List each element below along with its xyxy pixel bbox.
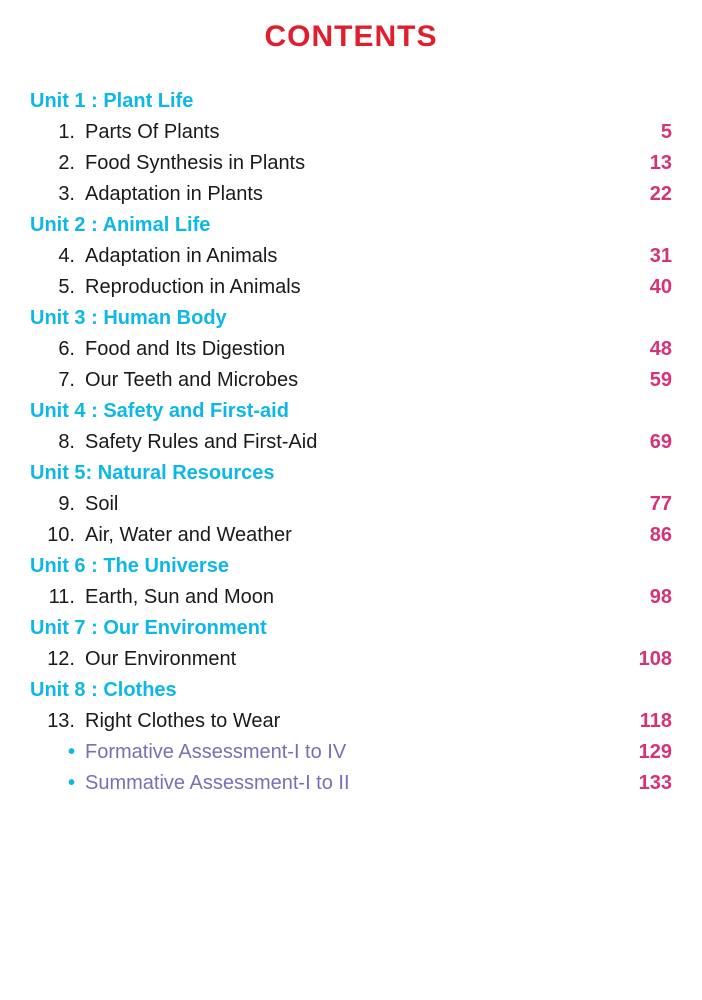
chapter-title: Adaptation in Plants — [85, 183, 622, 206]
chapter-number: 6. — [30, 338, 85, 361]
chapter-title: Our Environment — [85, 648, 622, 671]
chapter-page: 13 — [622, 152, 672, 175]
chapter-page: 108 — [622, 648, 672, 671]
chapter-title: Right Clothes to Wear — [85, 710, 622, 733]
extra-row: •Summative Assessment-I to II133 — [30, 772, 672, 795]
chapter-number: 5. — [30, 276, 85, 299]
chapter-page: 98 — [622, 586, 672, 609]
chapter-number: 3. — [30, 183, 85, 206]
chapter-title: Soil — [85, 493, 622, 516]
extra-title: Formative Assessment-I to IV — [85, 741, 622, 764]
chapter-page: 59 — [622, 369, 672, 392]
chapter-page: 48 — [622, 338, 672, 361]
extra-page: 133 — [622, 772, 672, 795]
extra-page: 129 — [622, 741, 672, 764]
chapter-title: Food and Its Digestion — [85, 338, 622, 361]
chapter-row: 10.Air, Water and Weather86 — [30, 524, 672, 547]
chapter-page: 5 — [622, 121, 672, 144]
unit-heading: Unit 3 : Human Body — [30, 307, 672, 330]
unit-heading: Unit 5: Natural Resources — [30, 462, 672, 485]
chapter-title: Safety Rules and First-Aid — [85, 431, 622, 454]
chapter-title: Reproduction in Animals — [85, 276, 622, 299]
chapter-row: 12.Our Environment108 — [30, 648, 672, 671]
chapter-title: Food Synthesis in Plants — [85, 152, 622, 175]
chapter-number: 11. — [30, 586, 85, 609]
chapter-page: 118 — [622, 710, 672, 733]
chapter-number: 12. — [30, 648, 85, 671]
chapter-row: 8.Safety Rules and First-Aid69 — [30, 431, 672, 454]
chapter-row: 1.Parts Of Plants5 — [30, 121, 672, 144]
unit-heading: Unit 8 : Clothes — [30, 679, 672, 702]
chapter-row: 4.Adaptation in Animals31 — [30, 245, 672, 268]
chapter-row: 3.Adaptation in Plants22 — [30, 183, 672, 206]
extra-row: •Formative Assessment-I to IV129 — [30, 741, 672, 764]
chapter-page: 69 — [622, 431, 672, 454]
chapter-number: 1. — [30, 121, 85, 144]
chapter-title: Parts Of Plants — [85, 121, 622, 144]
chapter-row: 7.Our Teeth and Microbes59 — [30, 369, 672, 392]
chapter-row: 2.Food Synthesis in Plants13 — [30, 152, 672, 175]
chapter-page: 77 — [622, 493, 672, 516]
chapter-number: 7. — [30, 369, 85, 392]
chapter-row: 11.Earth, Sun and Moon98 — [30, 586, 672, 609]
chapter-title: Air, Water and Weather — [85, 524, 622, 547]
chapter-page: 40 — [622, 276, 672, 299]
chapter-number: 13. — [30, 710, 85, 733]
bullet-icon: • — [30, 772, 85, 795]
bullet-icon: • — [30, 741, 85, 764]
chapter-number: 8. — [30, 431, 85, 454]
chapter-row: 13.Right Clothes to Wear118 — [30, 710, 672, 733]
unit-heading: Unit 7 : Our Environment — [30, 617, 672, 640]
unit-heading: Unit 2 : Animal Life — [30, 214, 672, 237]
chapter-title: Earth, Sun and Moon — [85, 586, 622, 609]
chapter-title: Our Teeth and Microbes — [85, 369, 622, 392]
chapter-number: 4. — [30, 245, 85, 268]
unit-heading: Unit 1 : Plant Life — [30, 90, 672, 113]
chapter-page: 22 — [622, 183, 672, 206]
chapter-row: 9.Soil77 — [30, 493, 672, 516]
page-title: CONTENTS — [30, 20, 672, 54]
chapter-number: 2. — [30, 152, 85, 175]
chapter-number: 9. — [30, 493, 85, 516]
chapter-title: Adaptation in Animals — [85, 245, 622, 268]
chapter-row: 5.Reproduction in Animals40 — [30, 276, 672, 299]
chapter-page: 31 — [622, 245, 672, 268]
chapter-page: 86 — [622, 524, 672, 547]
chapter-row: 6.Food and Its Digestion48 — [30, 338, 672, 361]
extra-title: Summative Assessment-I to II — [85, 772, 622, 795]
chapter-number: 10. — [30, 524, 85, 547]
unit-heading: Unit 6 : The Universe — [30, 555, 672, 578]
unit-heading: Unit 4 : Safety and First-aid — [30, 400, 672, 423]
table-of-contents: Unit 1 : Plant Life1.Parts Of Plants52.F… — [30, 90, 672, 795]
